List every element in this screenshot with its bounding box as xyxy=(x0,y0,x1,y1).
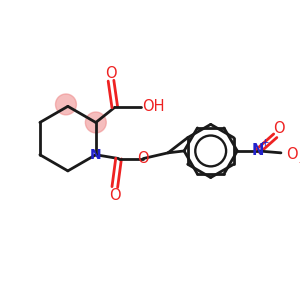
Text: O: O xyxy=(286,147,298,162)
Circle shape xyxy=(85,112,106,133)
Text: O: O xyxy=(137,151,149,166)
Text: O: O xyxy=(109,188,121,203)
Text: -: - xyxy=(298,157,300,167)
Text: N: N xyxy=(90,148,102,162)
Text: O: O xyxy=(273,121,285,136)
Text: OH: OH xyxy=(142,99,165,114)
Text: N: N xyxy=(252,143,264,158)
Circle shape xyxy=(56,94,76,115)
Text: +: + xyxy=(260,138,269,148)
Text: O: O xyxy=(105,66,117,81)
